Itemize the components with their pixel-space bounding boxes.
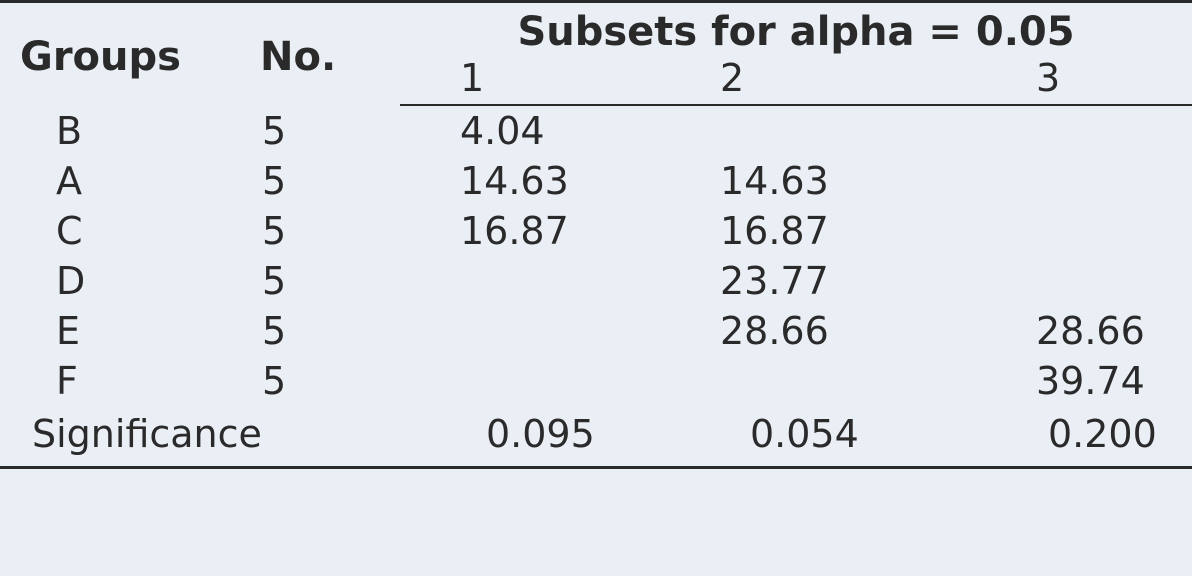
col-header-groups: Groups: [0, 2, 240, 106]
cell-subset-1: 16.87: [400, 206, 660, 256]
significance-subset-1: 0.095: [400, 406, 660, 468]
table-row: A 5 14.63 14.63: [0, 156, 1192, 206]
cell-subset-2: 14.63: [660, 156, 940, 206]
table-row: C 5 16.87 16.87: [0, 206, 1192, 256]
cell-subset-2: 16.87: [660, 206, 940, 256]
cell-subset-1: 4.04: [400, 105, 660, 156]
cell-subset-1: 14.63: [400, 156, 660, 206]
table-row: F 5 39.74: [0, 356, 1192, 406]
cell-group: E: [0, 306, 240, 356]
cell-group: A: [0, 156, 240, 206]
significance-label: Significance: [0, 406, 400, 468]
cell-subset-1: [400, 306, 660, 356]
table-row: D 5 23.77: [0, 256, 1192, 306]
table-header-row-1: Groups No. Subsets for alpha = 0.05: [0, 2, 1192, 56]
cell-group: F: [0, 356, 240, 406]
significance-row: Significance 0.095 0.054 0.200: [0, 406, 1192, 468]
cell-no: 5: [240, 105, 400, 156]
cell-subset-3: 39.74: [940, 356, 1192, 406]
homogeneous-subsets-table: Groups No. Subsets for alpha = 0.05 1 2 …: [0, 0, 1192, 469]
cell-subset-1: [400, 256, 660, 306]
cell-group: D: [0, 256, 240, 306]
cell-subset-1: [400, 356, 660, 406]
table-row: E 5 28.66 28.66: [0, 306, 1192, 356]
cell-group: B: [0, 105, 240, 156]
cell-no: 5: [240, 156, 400, 206]
cell-no: 5: [240, 256, 400, 306]
cell-subset-3: [940, 156, 1192, 206]
cell-subset-3: 28.66: [940, 306, 1192, 356]
cell-subset-2: 28.66: [660, 306, 940, 356]
col-header-subset-1: 1: [400, 55, 660, 105]
col-header-subset-3: 3: [940, 55, 1192, 105]
cell-subset-3: [940, 206, 1192, 256]
cell-no: 5: [240, 356, 400, 406]
cell-no: 5: [240, 306, 400, 356]
cell-subset-2: [660, 105, 940, 156]
table-row: B 5 4.04: [0, 105, 1192, 156]
cell-group: C: [0, 206, 240, 256]
significance-subset-2: 0.054: [660, 406, 940, 468]
cell-subset-3: [940, 256, 1192, 306]
cell-subset-3: [940, 105, 1192, 156]
col-header-no: No.: [240, 2, 400, 106]
cell-subset-2: 23.77: [660, 256, 940, 306]
col-header-subset-2: 2: [660, 55, 940, 105]
col-header-spanner: Subsets for alpha = 0.05: [400, 2, 1192, 56]
cell-no: 5: [240, 206, 400, 256]
significance-subset-3: 0.200: [940, 406, 1192, 468]
cell-subset-2: [660, 356, 940, 406]
